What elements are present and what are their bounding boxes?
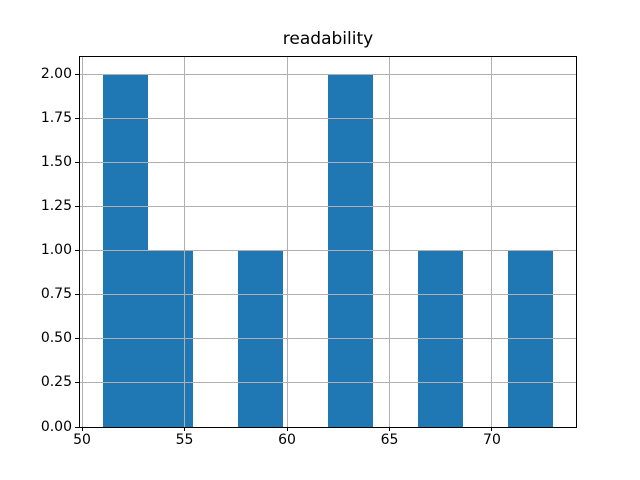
vertical-gridline (388, 57, 390, 427)
horizontal-gridline (80, 250, 576, 252)
vertical-gridline (184, 57, 186, 427)
x-tick-mark (81, 427, 83, 431)
y-tick-label: 0.75 (40, 286, 72, 303)
x-tick-mark (286, 427, 288, 431)
horizontal-gridline (80, 382, 576, 384)
x-tick-label: 50 (73, 432, 91, 448)
y-tick-mark (75, 162, 79, 164)
vertical-gridline (81, 57, 83, 427)
x-tick-mark (388, 427, 390, 431)
y-tick-mark (75, 250, 79, 252)
y-tick-mark (75, 382, 79, 384)
y-tick-label: 0.00 (40, 418, 72, 435)
x-tick-label: 60 (278, 432, 296, 448)
y-tick-mark (75, 294, 79, 296)
y-tick-label: 0.50 (40, 330, 72, 347)
y-tick-label: 2.00 (40, 66, 72, 83)
y-tick-label: 1.75 (40, 110, 72, 127)
horizontal-gridline (80, 118, 576, 120)
vertical-gridline (286, 57, 288, 427)
x-tick-label: 55 (175, 432, 194, 448)
horizontal-gridline (80, 74, 576, 76)
horizontal-gridline (80, 338, 576, 340)
x-tick-mark (491, 427, 493, 431)
y-tick-label: 0.25 (40, 374, 72, 391)
horizontal-gridline (80, 206, 576, 208)
chart-title: readability (282, 29, 374, 49)
y-tick-mark (75, 426, 79, 428)
y-tick-label: 1.00 (40, 242, 72, 259)
horizontal-gridline (80, 294, 576, 296)
vertical-gridline (491, 57, 493, 427)
x-tick-label: 70 (483, 432, 501, 448)
horizontal-gridline (80, 162, 576, 164)
plot-area (79, 56, 577, 428)
x-tick-label: 65 (380, 432, 399, 448)
y-tick-label: 1.25 (40, 198, 72, 215)
y-tick-mark (75, 74, 79, 76)
x-tick-mark (184, 427, 186, 431)
y-tick-mark (75, 206, 79, 208)
y-tick-label: 1.50 (40, 154, 72, 171)
horizontal-gridline (80, 426, 576, 427)
y-tick-mark (75, 338, 79, 340)
y-tick-mark (75, 118, 79, 120)
